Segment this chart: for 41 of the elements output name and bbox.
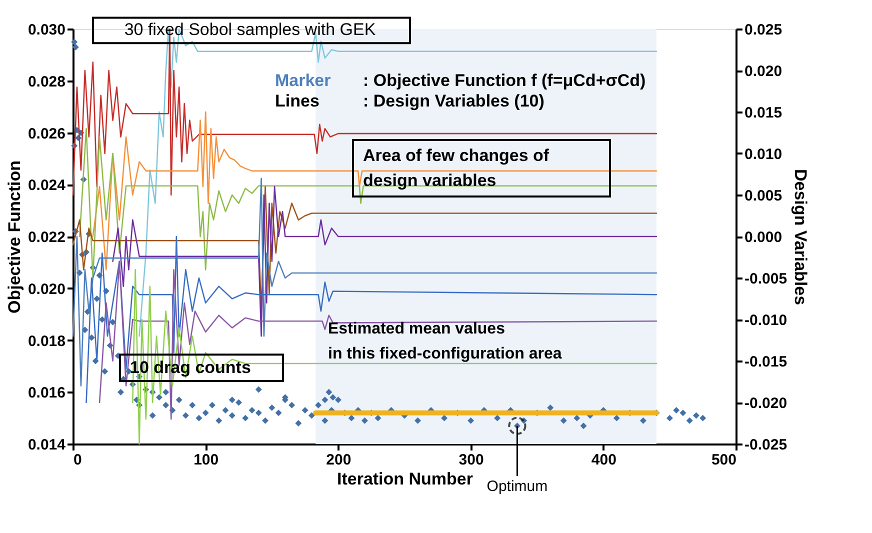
y-tick-label: 0.024 [28, 177, 66, 194]
y2-axis-title: Design Variables [791, 168, 810, 306]
x-tick-label: 200 [326, 452, 352, 468]
annotation: : Design Variables (10) [363, 91, 544, 110]
x-tick-label: 400 [591, 452, 616, 468]
y2-tick-label: -0.005 [744, 270, 788, 288]
y2-tick-label: 0.010 [744, 146, 782, 163]
annotation: Marker [275, 70, 332, 90]
x-axis-title: Iteration Number [336, 470, 474, 488]
y2-tick-label: -0.015 [744, 354, 788, 370]
y2-tick-label: -0.010 [744, 312, 788, 329]
annotation: Estimated mean values in this fixed-configuration area [328, 320, 562, 362]
x-tick-label: 100 [194, 452, 219, 468]
y-tick-label: 0.026 [28, 125, 66, 142]
y-tick-label: 0.014 [28, 436, 66, 454]
line-series [78, 128, 658, 279]
annotation: 30 fixed Sobol samples with GEK [124, 20, 376, 39]
annotation: Optimum [486, 478, 548, 495]
y-tick-label: 0.030 [28, 22, 66, 38]
annotation: : Objective Function f (f=μCd+σCd) [363, 70, 646, 90]
y-tick-label: 0.022 [28, 229, 66, 246]
x-tick-label: 0 [74, 452, 82, 468]
y2-tick-label: 0.020 [744, 63, 782, 80]
line-series [98, 260, 658, 420]
y-axis-title: Objective Function [4, 160, 24, 314]
y2-tick-label: -0.020 [744, 395, 788, 412]
x-tick-label: 300 [458, 452, 484, 468]
y2-tick-label: 0.015 [744, 104, 782, 122]
annotation: Area of few changes of design variables [363, 146, 550, 190]
x-tick-label: 500 [711, 452, 736, 468]
y-tick-label: 0.018 [28, 332, 66, 350]
y-tick-label: 0.020 [28, 280, 66, 298]
annotation: Lines [275, 91, 320, 110]
y-tick-label: 0.016 [28, 384, 66, 402]
y2-tick-label: 0.005 [744, 188, 782, 204]
line-series [86, 236, 658, 404]
y2-tick-label: 0.025 [744, 22, 782, 38]
y2-tick-label: -0.025 [744, 436, 788, 454]
line-series [132, 269, 658, 445]
y2-tick-label: 0.000 [744, 229, 782, 246]
y-tick-label: 0.028 [28, 73, 66, 90]
